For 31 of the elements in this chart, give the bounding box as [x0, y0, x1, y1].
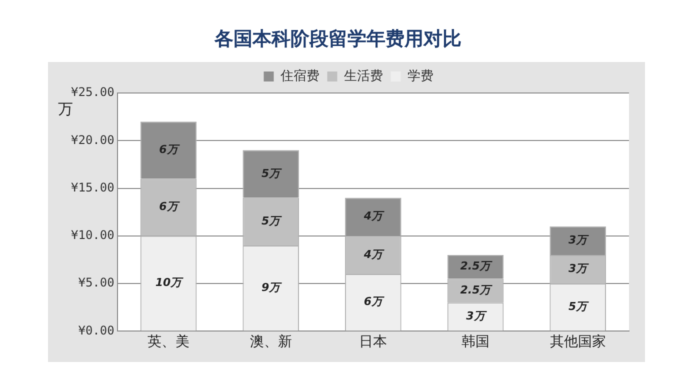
y-axis-title: 万 — [58, 100, 73, 119]
y-tick-label: ¥0.00 — [78, 323, 114, 338]
legend-label: 学费 — [407, 68, 434, 84]
x-tick-label: 日本 — [359, 334, 388, 350]
data-label: 3万 — [568, 262, 590, 276]
data-label: 3万 — [568, 234, 590, 247]
x-tick-label: 韩国 — [462, 334, 490, 350]
y-tick-label: ¥20.00 — [70, 132, 114, 147]
y-tick-label: ¥15.00 — [70, 180, 114, 194]
data-label: 4万 — [362, 210, 384, 223]
data-label: 6万 — [364, 295, 384, 308]
data-label: 10万 — [155, 276, 184, 290]
legend-label: 住宿费 — [279, 68, 320, 84]
y-tick-label: ¥5.00 — [78, 276, 114, 290]
data-label: 3万 — [466, 310, 487, 323]
x-tick-label: 澳、新 — [250, 334, 292, 350]
data-label: 2.5万 — [460, 260, 493, 273]
chart-title: 各国本科阶段留学年费用对比 — [213, 27, 462, 52]
x-tick-label: 英、美 — [148, 334, 190, 350]
legend-label: 生活费 — [344, 68, 383, 84]
data-label: 5万 — [262, 214, 282, 228]
data-label: 9万 — [262, 280, 282, 294]
data-label: 2.5万 — [460, 284, 493, 297]
x-tick-label: 其他国家 — [550, 334, 606, 350]
y-tick-label: ¥25.00 — [70, 85, 114, 100]
data-label: 4万 — [362, 248, 384, 261]
data-label: 5万 — [262, 166, 282, 180]
data-label: 6万 — [159, 200, 180, 214]
y-tick-label: ¥10.00 — [70, 228, 114, 242]
data-label: 5万 — [568, 300, 590, 313]
data-label: 6万 — [159, 143, 180, 156]
